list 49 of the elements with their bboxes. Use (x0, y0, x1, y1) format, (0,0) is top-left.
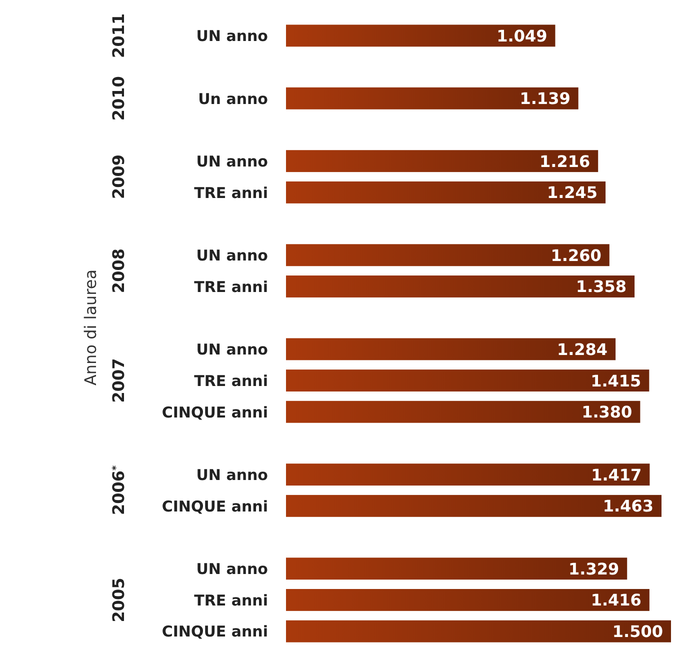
bar (286, 87, 578, 110)
data-label: 1.358 (576, 277, 627, 296)
data-label: 1.049 (496, 26, 548, 46)
y-tick-label: UN anno (196, 27, 268, 46)
data-label: 1.245 (546, 183, 598, 202)
y-tick-label: UN anno (196, 246, 268, 265)
data-label: 1.415 (590, 371, 642, 390)
data-label: 1.417 (591, 465, 642, 484)
text: 2005 (109, 578, 128, 622)
bar (286, 244, 610, 266)
text: 2010 (109, 76, 128, 121)
y-tick-label: TRE anni (194, 372, 268, 390)
text: 2008 (109, 248, 128, 294)
data-label: 1.380 (582, 402, 632, 422)
y-axis-title: Anno di laurea (81, 269, 100, 386)
bar (286, 494, 662, 517)
y-tick-label: UN anno (196, 560, 268, 578)
data-label: 1.500 (612, 622, 663, 642)
bar (286, 370, 650, 392)
data-label: 1.463 (602, 496, 654, 516)
data-label: 1.139 (520, 89, 570, 108)
y-tick-label: Un anno (198, 90, 268, 108)
bar (286, 400, 640, 423)
bar (286, 558, 628, 580)
y-tick-label: UN anno (196, 340, 268, 359)
bar (286, 181, 606, 204)
data-label: 1.416 (590, 590, 642, 610)
y-tick-label: TRE anni (194, 184, 268, 202)
y-tick-label: CINQUE anni (162, 497, 268, 516)
y-tick-label: UN anno (196, 466, 268, 484)
y-tick-label: CINQUE anni (162, 403, 268, 422)
bar (286, 589, 650, 611)
bar (286, 338, 616, 360)
bar (286, 464, 650, 486)
text: 2009 (109, 154, 128, 200)
data-label: 1.284 (556, 340, 608, 359)
text: 2011 (109, 13, 128, 58)
text: 2007 (109, 358, 128, 403)
bar (286, 620, 671, 642)
y-tick-label: CINQUE anni (162, 622, 268, 641)
bar (286, 276, 635, 298)
bar (286, 150, 598, 172)
y-tick-label: TRE anni (194, 591, 268, 610)
data-label: 1.216 (539, 152, 590, 171)
bar (286, 24, 556, 47)
y-tick-label: UN anno (196, 152, 268, 170)
data-label: 1.260 (550, 246, 602, 265)
y-tick-label: TRE anni (194, 278, 268, 296)
data-label: 1.329 (568, 559, 620, 578)
